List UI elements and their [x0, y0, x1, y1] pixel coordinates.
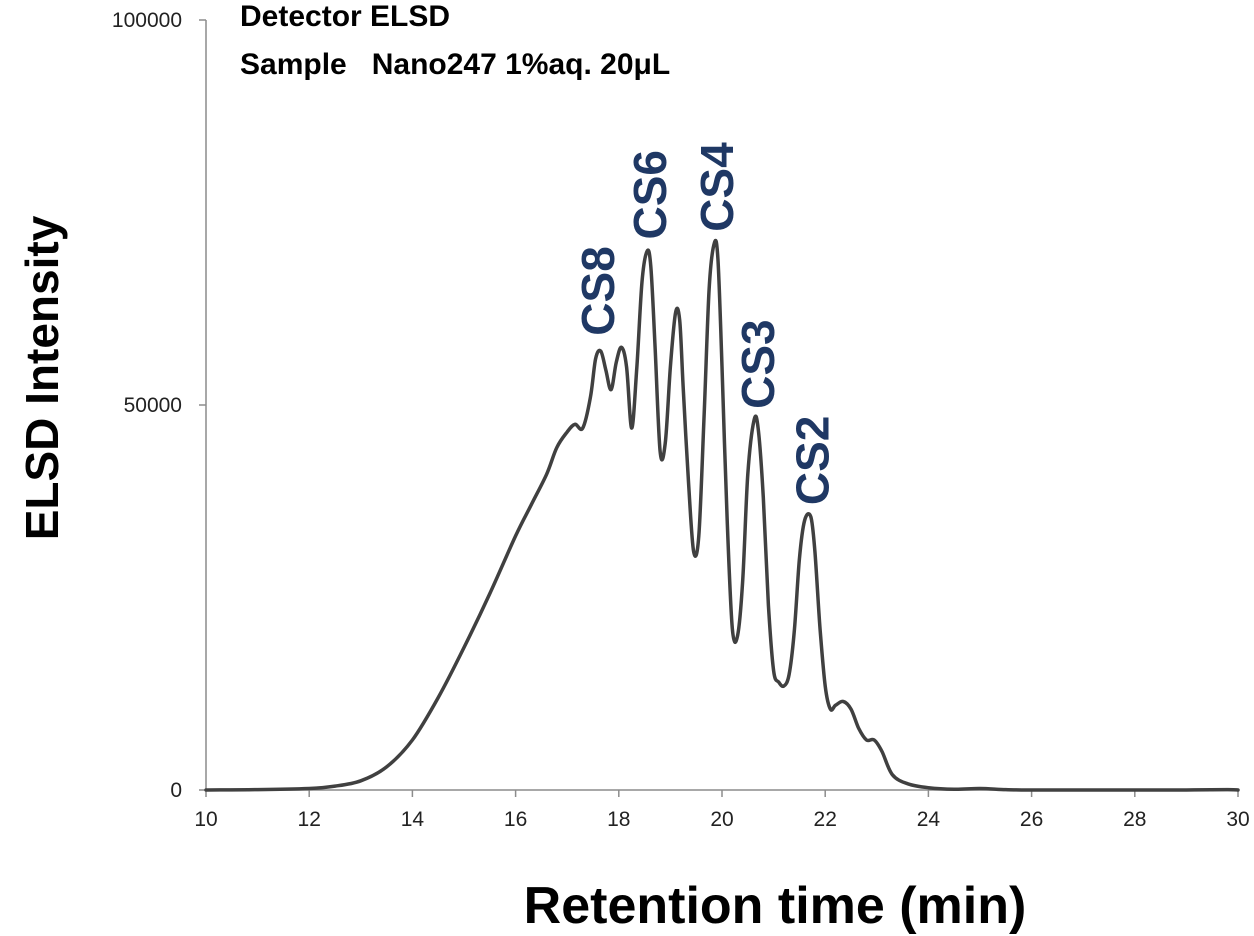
x-tick-label: 30	[1226, 808, 1249, 831]
x-tick-label: 14	[401, 808, 425, 831]
x-tick-label: 20	[710, 808, 733, 831]
x-axis-label: Retention time (min)	[523, 877, 1027, 935]
peak-label-cs8: CS8	[572, 246, 624, 335]
x-tick-label: 18	[607, 808, 630, 831]
x-tick-label: 24	[917, 808, 941, 831]
y-tick-label: 0	[170, 779, 182, 802]
tick-marks	[199, 19, 1239, 797]
detector-annotation: Detector ELSD	[240, 0, 451, 33]
peak-label-cs3: CS3	[732, 319, 784, 408]
sample-annotation: Sample Nano247 1%aq. 20μL	[240, 48, 671, 81]
tick-labels: 10 12 14 16 18 20 22 24 26 28 30 0 50000 100000	[112, 9, 1250, 831]
peak-label-cs2: CS2	[786, 416, 838, 505]
y-tick-label: 50000	[124, 394, 182, 417]
y-tick-label: 100000	[112, 9, 182, 32]
x-tick-label: 28	[1123, 808, 1146, 831]
chromatogram-line	[204, 238, 1240, 792]
y-axis-label: ELSD Intensity	[16, 215, 68, 541]
x-tick-label: 22	[814, 808, 837, 831]
x-tick-label: 12	[298, 808, 321, 831]
peak-label-cs4: CS4	[691, 142, 743, 232]
x-tick-label: 16	[504, 808, 527, 831]
x-tick-label: 10	[194, 808, 217, 831]
x-tick-label: 26	[1020, 808, 1043, 831]
peak-label-cs6: CS6	[624, 150, 676, 239]
